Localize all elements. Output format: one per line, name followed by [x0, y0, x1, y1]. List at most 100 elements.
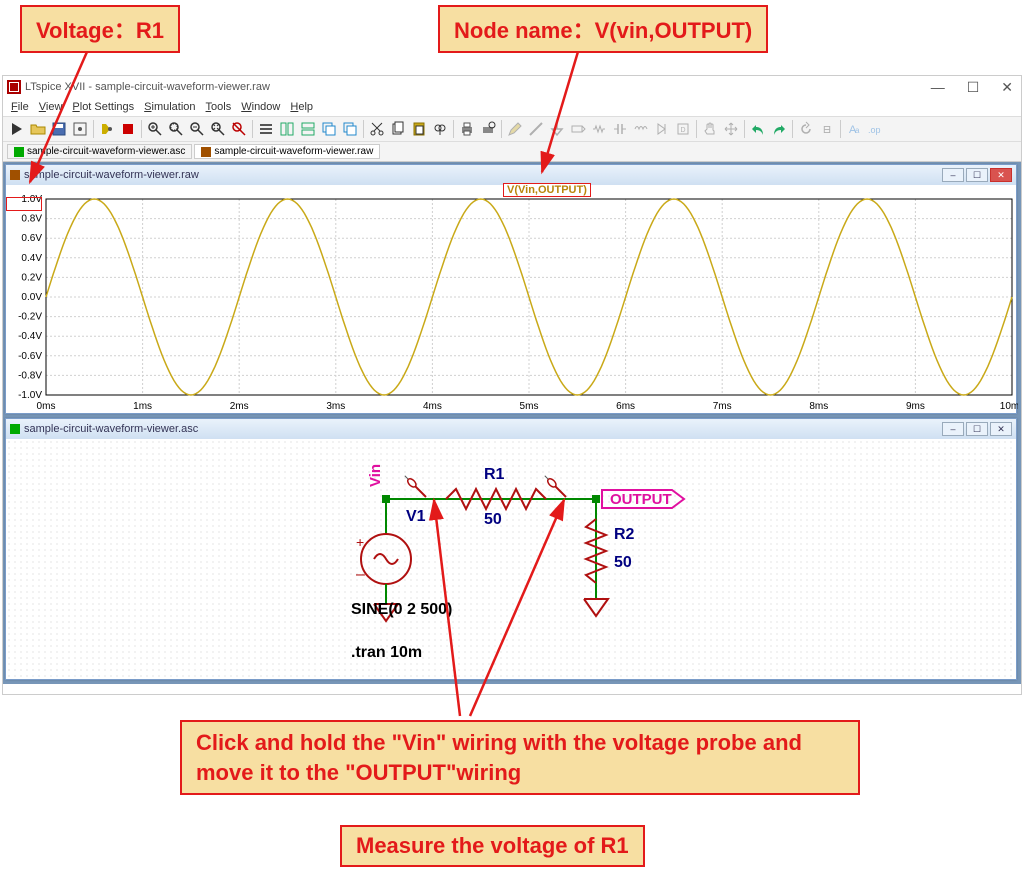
diode-button[interactable] — [652, 119, 672, 139]
close-button[interactable]: ✕ — [997, 79, 1017, 96]
menu-window[interactable]: Window — [237, 99, 284, 115]
rotate-button[interactable] — [796, 119, 816, 139]
wire-button[interactable] — [526, 119, 546, 139]
svg-text:4ms: 4ms — [423, 401, 442, 412]
capacitor-button[interactable] — [610, 119, 630, 139]
svg-text:R1: R1 — [484, 466, 505, 483]
ground-button[interactable] — [547, 119, 567, 139]
control-panel-button[interactable] — [70, 119, 90, 139]
svg-text:0.8V: 0.8V — [21, 214, 42, 225]
zoom-fit-button[interactable] — [208, 119, 228, 139]
svg-text:-0.6V: -0.6V — [18, 351, 42, 362]
svg-text:a: a — [855, 126, 860, 135]
cut-button[interactable] — [367, 119, 387, 139]
svg-text:8ms: 8ms — [809, 401, 828, 412]
paste-button[interactable] — [409, 119, 429, 139]
draw-button[interactable] — [505, 119, 525, 139]
subwin-close-button[interactable]: ✕ — [990, 422, 1012, 436]
text-button[interactable]: Aa — [844, 119, 864, 139]
menu-plot-settings[interactable]: Plot Settings — [68, 99, 138, 115]
svg-text:0.4V: 0.4V — [21, 253, 42, 264]
svg-text:6ms: 6ms — [616, 401, 635, 412]
app-title: LTspice XVII - sample-circuit-waveform-v… — [25, 81, 270, 93]
subwin-close-button[interactable]: ✕ — [990, 168, 1012, 182]
callout-measure: Measure the voltage of R1 — [340, 825, 645, 867]
print-setup-button[interactable] — [478, 119, 498, 139]
svg-text:-0.4V: -0.4V — [18, 331, 42, 342]
spice-directive-button[interactable]: .op — [865, 119, 885, 139]
waveform-icon — [10, 170, 20, 180]
component-button[interactable]: D — [673, 119, 693, 139]
svg-text:3ms: 3ms — [326, 401, 345, 412]
svg-text:-0.2V: -0.2V — [18, 312, 42, 323]
svg-text:50: 50 — [614, 554, 632, 571]
print-button[interactable] — [457, 119, 477, 139]
subwin-min-button[interactable]: – — [942, 422, 964, 436]
zoom-area-button[interactable] — [166, 119, 186, 139]
subwin-max-button[interactable]: ☐ — [966, 422, 988, 436]
move-button[interactable] — [700, 119, 720, 139]
resistor-button[interactable] — [589, 119, 609, 139]
open-button[interactable] — [28, 119, 48, 139]
svg-text:2ms: 2ms — [230, 401, 249, 412]
callout-instruction: Click and hold the "Vin" wiring with the… — [180, 720, 860, 795]
cascade-button[interactable] — [319, 119, 339, 139]
mirror-button[interactable]: EE — [817, 119, 837, 139]
document-tab[interactable]: sample-circuit-waveform-viewer.asc — [7, 144, 192, 159]
svg-text:50: 50 — [484, 511, 502, 528]
svg-text:E: E — [824, 125, 831, 136]
svg-text:.tran 10m: .tran 10m — [351, 644, 422, 661]
trace-label[interactable]: V(Vin,OUTPUT) — [503, 183, 591, 197]
menu-tools[interactable]: Tools — [202, 99, 236, 115]
zoom-out-button[interactable] — [187, 119, 207, 139]
svg-text:0.0V: 0.0V — [21, 292, 42, 303]
subwin-min-button[interactable]: – — [942, 168, 964, 182]
svg-text:5ms: 5ms — [520, 401, 539, 412]
tile-h-button[interactable] — [298, 119, 318, 139]
app-icon — [7, 80, 21, 94]
minimize-button[interactable]: — — [927, 79, 949, 96]
pick-button[interactable] — [256, 119, 276, 139]
undo-button[interactable] — [748, 119, 768, 139]
maximize-button[interactable]: ☐ — [963, 79, 984, 96]
autorange-button[interactable] — [229, 119, 249, 139]
zoom-in-button[interactable] — [145, 119, 165, 139]
y-axis-highlight — [6, 197, 42, 211]
redo-button[interactable] — [769, 119, 789, 139]
menu-help[interactable]: Help — [286, 99, 317, 115]
netlabel-button[interactable] — [568, 119, 588, 139]
simulate-button[interactable] — [97, 119, 117, 139]
callout-voltage: Voltage：R1 — [20, 5, 180, 53]
tile-v-button[interactable] — [277, 119, 297, 139]
svg-text:10ms: 10ms — [1000, 401, 1018, 412]
schematic-window: sample-circuit-waveform-viewer.asc – ☐ ✕… — [5, 418, 1017, 680]
svg-text:OUTPUT: OUTPUT — [610, 491, 672, 508]
find-button[interactable] — [430, 119, 450, 139]
inductor-button[interactable] — [631, 119, 651, 139]
svg-text:0ms: 0ms — [37, 401, 56, 412]
halt-button[interactable] — [118, 119, 138, 139]
svg-text:-0.8V: -0.8V — [18, 370, 42, 381]
drag-button[interactable] — [721, 119, 741, 139]
svg-text:0.6V: 0.6V — [21, 233, 42, 244]
menu-simulation[interactable]: Simulation — [140, 99, 199, 115]
app-window: LTspice XVII - sample-circuit-waveform-v… — [2, 75, 1022, 695]
svg-text:1ms: 1ms — [133, 401, 152, 412]
run-button[interactable] — [7, 119, 27, 139]
waveform-titlebar: sample-circuit-waveform-viewer.raw – ☐ ✕ — [6, 165, 1016, 185]
copy-button[interactable] — [388, 119, 408, 139]
titlebar: LTspice XVII - sample-circuit-waveform-v… — [3, 76, 1021, 98]
document-tab[interactable]: sample-circuit-waveform-viewer.raw — [194, 144, 380, 159]
save-button[interactable] — [49, 119, 69, 139]
plot-svg: 1.0V0.8V0.6V0.4V0.2V0.0V-0.2V-0.4V-0.6V-… — [6, 185, 1018, 413]
menu-file[interactable]: File — [7, 99, 33, 115]
menu-view[interactable]: View — [35, 99, 67, 115]
plot-area[interactable]: V(Vin,OUTPUT) 1.0V0.8V0.6V0.4V0.2V0.0V-0… — [6, 185, 1016, 413]
svg-text:D: D — [680, 127, 685, 134]
subwin-max-button[interactable]: ☐ — [966, 168, 988, 182]
schematic-area[interactable]: +–OUTPUTVinV1R150R250SINE(0 2 500).tran … — [6, 439, 1016, 679]
svg-text:R2: R2 — [614, 526, 635, 543]
close-win-button[interactable] — [340, 119, 360, 139]
svg-text:V1: V1 — [406, 508, 426, 525]
schematic-icon — [10, 424, 20, 434]
